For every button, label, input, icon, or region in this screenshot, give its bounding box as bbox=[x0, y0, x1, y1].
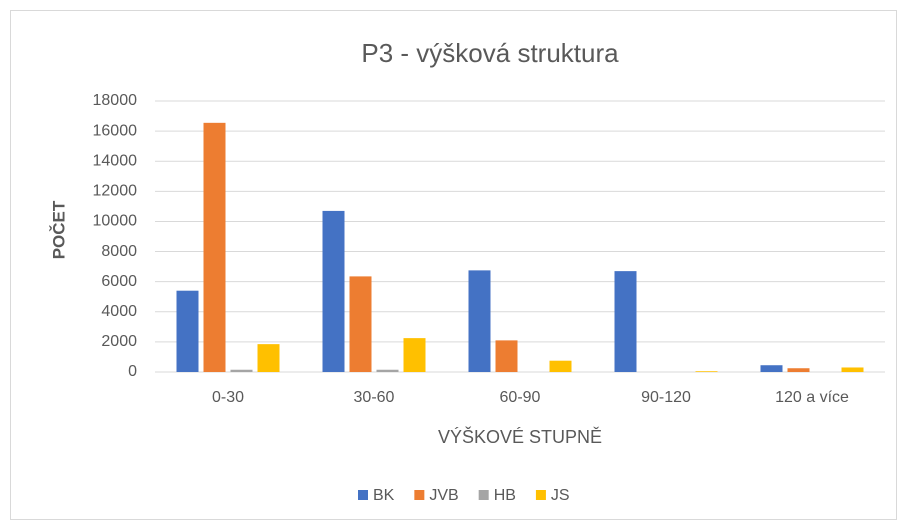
bar bbox=[257, 344, 280, 372]
bar bbox=[468, 270, 491, 372]
y-tick-label: 2000 bbox=[101, 333, 137, 350]
legend-label: JS bbox=[551, 487, 570, 504]
legend-label: JVB bbox=[429, 487, 458, 504]
y-tick-label: 14000 bbox=[93, 152, 138, 169]
legend-label: BK bbox=[373, 487, 395, 504]
bar bbox=[230, 369, 253, 372]
x-tick-label: 0-30 bbox=[212, 389, 244, 406]
legend-label: HB bbox=[494, 487, 516, 504]
legend-swatch bbox=[358, 490, 368, 500]
chart-title: P3 - výšková struktura bbox=[361, 38, 619, 68]
y-tick-label: 16000 bbox=[93, 122, 138, 139]
y-tick-label: 18000 bbox=[93, 92, 138, 109]
y-tick-label: 12000 bbox=[93, 183, 138, 200]
bar bbox=[695, 371, 718, 372]
legend-swatch bbox=[535, 490, 546, 500]
y-tick-label: 0 bbox=[128, 363, 137, 380]
bar bbox=[841, 367, 864, 372]
chart-border bbox=[10, 10, 897, 520]
x-tick-label: 30-60 bbox=[354, 389, 395, 406]
legend-swatch bbox=[414, 490, 425, 500]
bar bbox=[176, 290, 199, 372]
bar bbox=[203, 122, 226, 372]
y-tick-label: 4000 bbox=[101, 303, 137, 320]
x-axis-label: VÝŠKOVÉ STUPNĚ bbox=[438, 426, 602, 447]
bar bbox=[349, 276, 372, 372]
bar bbox=[322, 210, 345, 372]
y-tick-label: 10000 bbox=[93, 213, 138, 230]
bar bbox=[760, 365, 783, 372]
bar bbox=[787, 368, 810, 372]
x-tick-label: 90-120 bbox=[641, 389, 691, 406]
bar bbox=[403, 338, 426, 372]
bar bbox=[495, 340, 518, 372]
bar bbox=[376, 369, 399, 372]
x-tick-label: 120 a více bbox=[775, 389, 849, 406]
bar bbox=[549, 360, 572, 372]
bar bbox=[614, 271, 637, 372]
legend-swatch bbox=[478, 490, 489, 500]
y-axis-label: POČET bbox=[49, 200, 68, 259]
y-tick-label: 8000 bbox=[101, 243, 137, 260]
y-tick-label: 6000 bbox=[101, 273, 137, 290]
x-tick-label: 60-90 bbox=[500, 389, 541, 406]
